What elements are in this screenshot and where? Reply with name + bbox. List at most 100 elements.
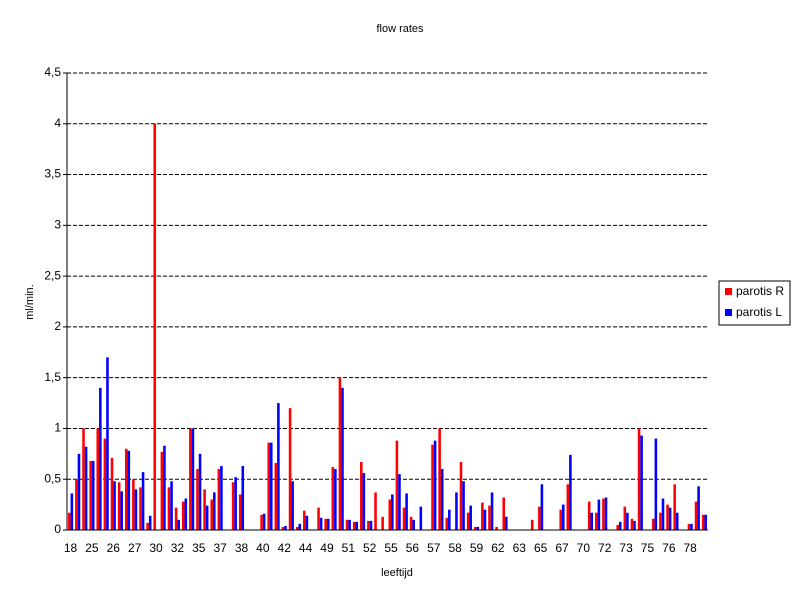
legend-label: parotis R [736, 284, 784, 298]
x-tick-label: 57 [427, 541, 441, 555]
y-tick-label: 2,5 [44, 268, 61, 282]
bar [697, 486, 700, 530]
bar [419, 506, 423, 530]
y-tick-label: 4,5 [44, 65, 61, 79]
y-tick-label: 3,5 [44, 167, 61, 181]
bar [355, 521, 359, 530]
bar [488, 505, 491, 530]
y-tick-label: 1 [54, 421, 61, 435]
bar [640, 435, 643, 530]
x-tick-label: 72 [598, 541, 612, 555]
bar [530, 519, 534, 530]
bar [181, 501, 185, 530]
bar [652, 518, 655, 530]
bar [637, 428, 641, 530]
bar [604, 497, 608, 530]
x-tick-label: 63 [513, 541, 527, 555]
bar [405, 493, 408, 530]
x-tick-label: 26 [107, 541, 121, 555]
x-tick-label: 40 [256, 541, 270, 555]
bar [267, 442, 270, 530]
bar [661, 498, 665, 530]
bar [170, 481, 173, 530]
x-tick-label: 38 [235, 541, 249, 555]
bar [334, 469, 337, 530]
bar [338, 377, 342, 530]
bar [298, 523, 302, 530]
bar [67, 512, 71, 530]
bar [690, 523, 693, 530]
chart-title: flow rates [376, 23, 424, 35]
bar [269, 442, 273, 530]
bar [666, 504, 669, 530]
bar [391, 494, 394, 530]
bar [388, 499, 392, 530]
bar [602, 498, 605, 530]
bar [381, 516, 384, 530]
bar [284, 525, 287, 530]
bar [319, 517, 323, 530]
x-tick-label: 73 [619, 541, 633, 555]
bar [89, 460, 92, 530]
bar [630, 518, 634, 530]
bar [473, 526, 477, 530]
bar [675, 512, 679, 530]
bar [77, 453, 81, 530]
bar [220, 466, 223, 530]
x-tick-label: 75 [641, 541, 655, 555]
bar [274, 462, 278, 530]
bar [469, 505, 472, 530]
x-tick-label: 62 [491, 541, 505, 555]
bar [448, 509, 451, 530]
bar [654, 438, 658, 530]
bar [483, 509, 487, 530]
bar [124, 448, 128, 530]
bar [701, 514, 705, 530]
x-tick-label: 65 [534, 541, 548, 555]
x-tick-label: 52 [363, 541, 377, 555]
bar [217, 469, 221, 530]
bar [84, 446, 88, 530]
bar [241, 466, 245, 530]
y-axis-title: ml/min. [24, 284, 36, 319]
bar [476, 526, 480, 530]
bar [184, 498, 188, 530]
bar [213, 492, 216, 530]
bar [127, 450, 131, 530]
bar [623, 506, 627, 530]
bar [110, 457, 114, 530]
x-tick-label: 76 [662, 541, 676, 555]
bar [495, 526, 498, 530]
bar [352, 521, 356, 530]
y-tick-label: 3 [54, 218, 61, 232]
x-axis-title: leeftijd [381, 567, 413, 579]
x-tick-label: 78 [684, 541, 698, 555]
bar [160, 451, 164, 530]
x-tick-label: 42 [278, 541, 292, 555]
bar [99, 387, 102, 530]
bar [196, 469, 199, 530]
bar [590, 512, 594, 530]
bar [203, 489, 206, 530]
bar [96, 428, 100, 530]
legend-swatch [725, 288, 732, 295]
bar [262, 513, 266, 530]
bar [362, 473, 366, 530]
x-tick-label: 30 [149, 541, 163, 555]
bar [395, 440, 399, 530]
bar [234, 477, 237, 530]
bar [295, 526, 299, 530]
y-tick-label: 1,5 [44, 370, 61, 384]
y-tick-label: 0 [54, 522, 61, 536]
x-tick-label: 27 [128, 541, 142, 555]
bar [174, 507, 178, 530]
legend-label: parotis L [736, 305, 782, 319]
x-tick-label: 37 [213, 541, 227, 555]
bar [191, 428, 195, 530]
x-tick-label: 51 [342, 541, 356, 555]
x-tick-label: 44 [299, 541, 313, 555]
bar [75, 479, 78, 530]
bar [566, 484, 570, 530]
bar [91, 460, 95, 530]
y-tick-label: 0,5 [44, 471, 61, 485]
